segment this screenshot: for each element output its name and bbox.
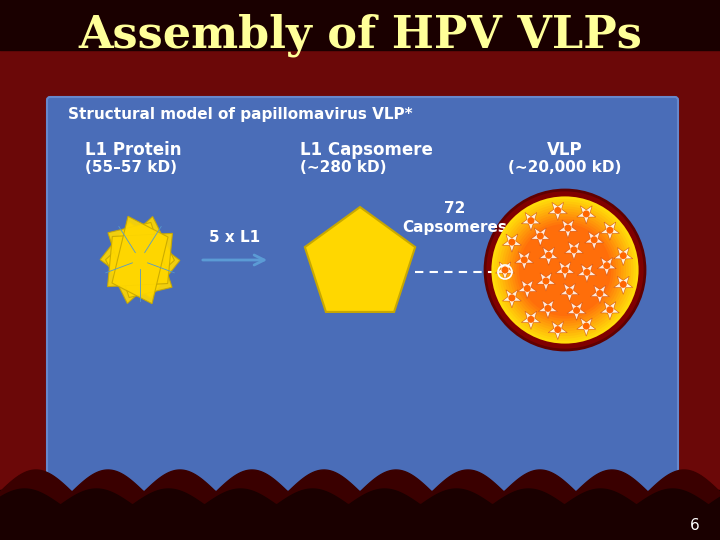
Text: Assembly of HPV VLPs: Assembly of HPV VLPs [78,14,642,57]
Circle shape [544,305,552,312]
Polygon shape [560,284,579,301]
Text: Structural model of papillomavirus VLP*: Structural model of papillomavirus VLP* [68,107,413,123]
Polygon shape [585,232,603,250]
Circle shape [606,306,613,313]
Circle shape [485,190,645,350]
Circle shape [491,197,639,343]
Polygon shape [613,276,633,294]
Polygon shape [305,207,415,312]
Circle shape [528,316,534,323]
Polygon shape [108,222,172,298]
Text: (∼280 kD): (∼280 kD) [300,160,387,176]
Polygon shape [112,217,168,303]
Circle shape [502,267,508,273]
Circle shape [499,204,631,336]
Circle shape [519,224,611,316]
Circle shape [496,201,634,339]
Circle shape [501,206,629,334]
Polygon shape [548,321,567,340]
Text: VLP: VLP [547,141,582,159]
Circle shape [506,211,624,329]
Circle shape [562,267,569,273]
Text: L1 Protein: L1 Protein [85,141,181,159]
Circle shape [508,294,516,301]
Circle shape [545,252,552,259]
Polygon shape [539,300,557,319]
Circle shape [514,219,616,321]
Circle shape [590,237,598,244]
Polygon shape [106,217,174,303]
FancyBboxPatch shape [47,97,678,493]
Polygon shape [590,286,609,303]
Circle shape [511,217,618,323]
Polygon shape [613,247,633,266]
Polygon shape [107,233,172,287]
Polygon shape [539,247,558,265]
Polygon shape [521,213,541,231]
Polygon shape [518,280,537,299]
Circle shape [509,214,621,326]
Polygon shape [598,258,616,275]
Circle shape [566,288,573,295]
Circle shape [564,225,572,232]
Polygon shape [556,262,575,280]
Polygon shape [548,202,567,220]
Text: 72
Capsomeres: 72 Capsomeres [402,201,508,235]
Polygon shape [564,242,583,260]
Circle shape [606,227,613,234]
Circle shape [582,322,590,329]
Polygon shape [515,252,534,270]
Text: (55–57 kD): (55–57 kD) [85,160,177,176]
Circle shape [508,239,516,246]
Circle shape [554,326,562,333]
Polygon shape [577,318,595,336]
Circle shape [494,199,636,341]
Circle shape [504,209,626,331]
Circle shape [537,233,544,240]
Circle shape [521,256,528,264]
Polygon shape [567,302,586,320]
Circle shape [573,307,580,314]
Text: 6: 6 [690,517,700,532]
Circle shape [620,281,626,288]
Polygon shape [100,222,180,298]
Circle shape [596,290,603,297]
Circle shape [603,262,611,269]
Polygon shape [600,222,619,240]
Polygon shape [531,228,550,246]
Circle shape [554,207,562,214]
Circle shape [582,211,590,218]
Polygon shape [536,273,555,291]
Polygon shape [495,262,515,280]
Polygon shape [600,302,619,320]
Polygon shape [577,264,596,282]
Polygon shape [521,311,541,329]
Polygon shape [559,220,577,238]
Polygon shape [577,206,595,224]
Circle shape [523,285,531,292]
Circle shape [570,246,577,253]
Circle shape [583,269,590,276]
Circle shape [516,221,613,319]
Text: (∼20,000 kD): (∼20,000 kD) [508,160,621,176]
Circle shape [620,252,626,259]
Polygon shape [503,234,521,252]
Text: 5 x L1: 5 x L1 [210,230,261,245]
Circle shape [528,217,534,224]
Polygon shape [503,290,521,308]
Circle shape [542,278,549,285]
Text: L1 Capsomere: L1 Capsomere [300,141,433,159]
